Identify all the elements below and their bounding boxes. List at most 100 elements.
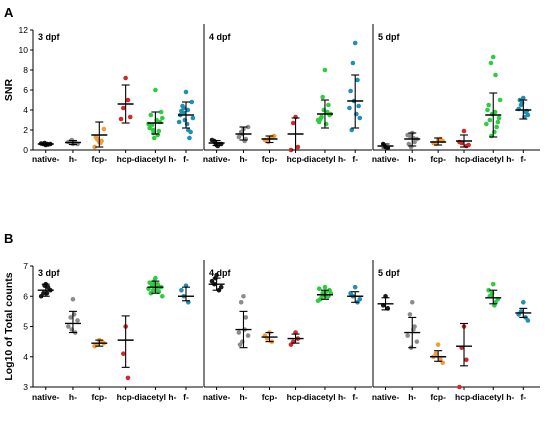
data-point bbox=[180, 103, 185, 109]
x-tick-label: h- bbox=[69, 392, 77, 402]
x-tick-label: f- bbox=[352, 154, 358, 164]
data-point bbox=[147, 125, 152, 131]
data-point bbox=[92, 144, 97, 150]
x-tick-label: native- bbox=[372, 154, 400, 164]
data-point bbox=[490, 54, 496, 60]
subplot-title: 3 dpf bbox=[38, 32, 61, 42]
x-tick-label: h- bbox=[408, 392, 416, 402]
data-point bbox=[326, 102, 331, 108]
marks-layer bbox=[37, 40, 532, 390]
data-point bbox=[218, 284, 224, 290]
x-tick-label: h- bbox=[408, 154, 416, 164]
x-tick-label: diacetyl h- bbox=[304, 154, 346, 164]
data-point bbox=[466, 142, 471, 148]
x-tick-label: native- bbox=[32, 154, 60, 164]
data-point bbox=[414, 339, 420, 344]
data-point bbox=[406, 141, 412, 147]
data-point bbox=[209, 278, 215, 284]
data-point bbox=[488, 60, 494, 66]
y-tick-label: 10 bbox=[19, 45, 29, 55]
data-point bbox=[357, 115, 363, 121]
y-tick-label: 5 bbox=[23, 322, 28, 332]
y-axis-label: SNR bbox=[3, 78, 15, 101]
data-point bbox=[349, 127, 355, 133]
data-point bbox=[188, 129, 193, 135]
data-point bbox=[187, 135, 192, 141]
y-tick-label: 7 bbox=[23, 261, 28, 271]
data-point bbox=[238, 300, 244, 305]
data-point bbox=[75, 318, 80, 323]
x-tick-label: native- bbox=[203, 392, 231, 402]
data-point bbox=[148, 112, 154, 118]
x-tick-label: diacetyl h- bbox=[472, 154, 514, 164]
x-tick-label: hcp- bbox=[117, 154, 135, 164]
data-point bbox=[350, 60, 356, 66]
data-point bbox=[156, 128, 162, 134]
data-point bbox=[155, 132, 160, 138]
data-point bbox=[118, 116, 124, 122]
data-point bbox=[525, 318, 531, 323]
data-point bbox=[68, 315, 73, 320]
x-tick-label: f- bbox=[183, 154, 189, 164]
x-tick-label: hcp- bbox=[455, 154, 473, 164]
data-point bbox=[121, 105, 126, 111]
data-point bbox=[496, 115, 502, 121]
data-point bbox=[160, 293, 165, 299]
data-point bbox=[521, 95, 526, 101]
data-point bbox=[409, 300, 415, 305]
data-point bbox=[271, 133, 277, 139]
subplot-title: 5 dpf bbox=[378, 268, 401, 278]
data-point bbox=[486, 287, 491, 293]
data-point bbox=[237, 342, 243, 347]
data-point bbox=[125, 375, 131, 381]
subplot-title: 4 dpf bbox=[209, 32, 232, 42]
data-point bbox=[484, 121, 489, 127]
data-point bbox=[347, 105, 352, 111]
x-tick-label: f- bbox=[352, 392, 358, 402]
x-tick-label: native- bbox=[372, 392, 400, 402]
data-point bbox=[160, 115, 165, 121]
data-point bbox=[322, 284, 328, 290]
x-tick-label: native- bbox=[203, 154, 231, 164]
data-point bbox=[352, 40, 358, 46]
data-point bbox=[490, 281, 496, 287]
data-point bbox=[494, 124, 499, 130]
data-point bbox=[147, 280, 152, 285]
data-point bbox=[435, 342, 441, 347]
x-tick-label: fcp- bbox=[262, 392, 278, 402]
text-layer: A SNR 0 2 4 6 8 10 12 3 dpf native-h-fcp-hcp-diace… bbox=[3, 5, 526, 402]
x-tick-label: f- bbox=[183, 392, 189, 402]
x-tick-label: fcp- bbox=[92, 392, 108, 402]
data-point bbox=[319, 114, 324, 120]
y-tick-label: 4 bbox=[23, 352, 28, 362]
data-point bbox=[457, 384, 462, 390]
x-tick-label: hcp- bbox=[287, 392, 305, 402]
subplot-title: 5 dpf bbox=[378, 32, 401, 42]
data-point bbox=[241, 293, 246, 299]
data-point bbox=[316, 286, 322, 291]
axes-layer bbox=[30, 24, 540, 390]
data-point bbox=[322, 67, 328, 73]
data-point bbox=[288, 147, 294, 153]
data-point bbox=[70, 296, 76, 302]
data-point bbox=[495, 119, 501, 125]
data-point bbox=[245, 124, 251, 130]
x-tick-label: f- bbox=[520, 154, 526, 164]
data-point bbox=[181, 110, 187, 116]
data-point bbox=[176, 119, 182, 125]
data-point bbox=[151, 135, 157, 141]
x-tick-label: fcp- bbox=[262, 154, 278, 164]
x-tick-label: diacetyl h- bbox=[304, 392, 346, 402]
x-tick-label: native- bbox=[32, 392, 60, 402]
x-tick-label: hcp- bbox=[287, 154, 305, 164]
data-point bbox=[189, 99, 195, 105]
data-point bbox=[290, 120, 296, 126]
x-tick-label: hcp- bbox=[455, 392, 473, 402]
data-point bbox=[487, 117, 493, 123]
data-point bbox=[315, 298, 321, 304]
x-tick-label: diacetyl h- bbox=[472, 392, 514, 402]
y-tick-label: 12 bbox=[19, 25, 29, 35]
data-point bbox=[461, 128, 467, 134]
data-point bbox=[485, 107, 490, 113]
